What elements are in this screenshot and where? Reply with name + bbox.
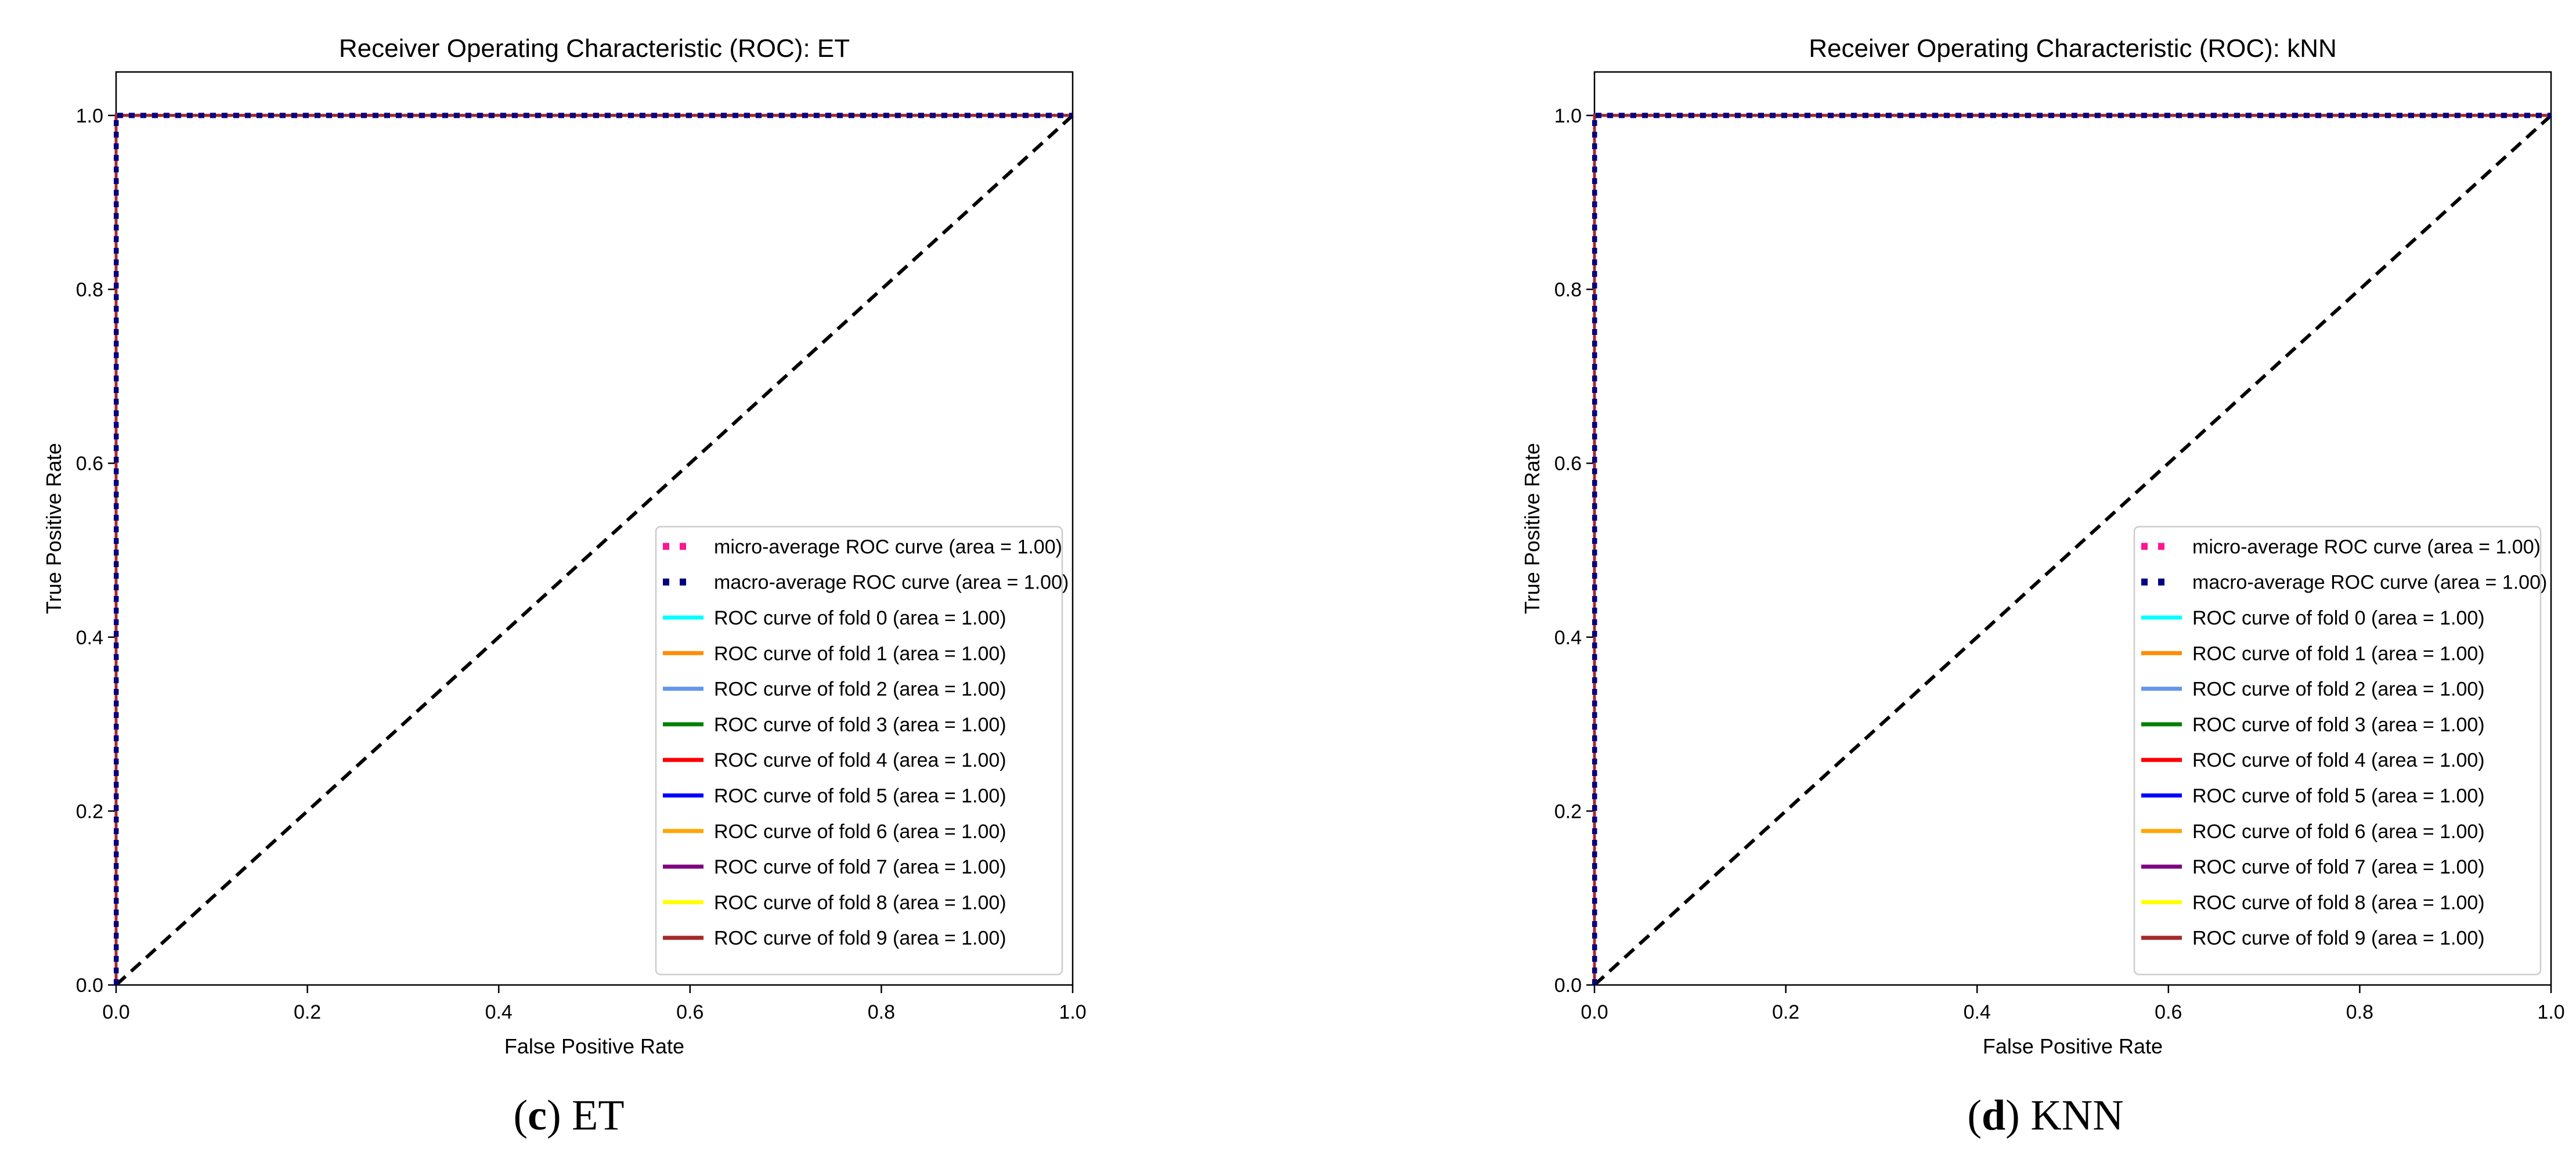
- x-tick-label: 1.0: [1059, 1001, 1086, 1023]
- legend-label: ROC curve of fold 1 (area = 1.00): [2192, 643, 2485, 665]
- y-tick-label: 0.2: [76, 800, 103, 822]
- x-tick-label: 0.0: [1581, 1001, 1608, 1023]
- y-tick-label: 0.6: [1554, 453, 1582, 475]
- legend-box: [2133, 526, 2542, 976]
- y-tick-label: 0.0: [76, 975, 103, 997]
- x-tick-label: 0.2: [1772, 1001, 1799, 1023]
- legend-label: ROC curve of fold 8 (area = 1.00): [2192, 892, 2485, 914]
- legend-label: ROC curve of fold 0 (area = 1.00): [714, 607, 1006, 629]
- caption-text: KNN: [2019, 1092, 2124, 1139]
- legend: micro-average ROC curve (area = 1.00) mac…: [655, 526, 1069, 976]
- y-axis: 0.0 0.2 0.4 0.6 0.8 1.0: [1554, 105, 1594, 997]
- caption-d: (d) KNN: [1967, 1092, 2124, 1139]
- series-group: [114, 113, 1074, 985]
- legend-label: ROC curve of fold 5 (area = 1.00): [714, 785, 1006, 807]
- x-tick-label: 0.4: [1964, 1001, 1991, 1023]
- y-tick-label: 0.0: [1554, 975, 1582, 997]
- series-group: [1592, 113, 2553, 985]
- legend-label: ROC curve of fold 6 (area = 1.00): [2192, 821, 2485, 843]
- legend-label: micro-average ROC curve (area = 1.00): [2192, 536, 2541, 558]
- caption-letter: d: [1982, 1092, 2006, 1139]
- y-tick-label: 0.8: [1554, 279, 1582, 301]
- caption-c: (c) ET: [513, 1092, 625, 1139]
- y-tick-label: 0.8: [76, 279, 103, 301]
- legend-label: ROC curve of fold 3 (area = 1.00): [714, 714, 1006, 736]
- y-tick-label: 0.4: [1554, 627, 1582, 649]
- legend-label: ROC curve of fold 6 (area = 1.00): [714, 821, 1006, 843]
- legend-label: ROC curve of fold 4 (area = 1.00): [2192, 749, 2485, 771]
- caption-letter: c: [528, 1092, 547, 1139]
- legend-label: macro-average ROC curve (area = 1.00): [714, 572, 1069, 594]
- x-axis: 0.0 0.2 0.4 0.6 0.8 1.0: [1581, 985, 2565, 1023]
- y-tick-label: 0.4: [76, 627, 103, 649]
- y-tick-label: 0.6: [76, 453, 103, 475]
- legend-label: ROC curve of fold 1 (area = 1.00): [714, 643, 1006, 665]
- y-axis-label: True Positive Rate: [42, 443, 66, 614]
- legend-label: ROC curve of fold 9 (area = 1.00): [714, 928, 1006, 950]
- roc-chart-0: Receiver Operating Characteristic (ROC):…: [42, 34, 1087, 1058]
- y-axis: 0.0 0.2 0.4 0.6 0.8 1.0: [76, 105, 116, 997]
- y-tick-label: 1.0: [76, 105, 103, 127]
- x-axis-label: False Positive Rate: [504, 1034, 684, 1058]
- caption-text: ET: [561, 1092, 625, 1139]
- y-tick-label: 1.0: [1554, 105, 1582, 127]
- legend-label: ROC curve of fold 5 (area = 1.00): [2192, 785, 2485, 807]
- series-line-11: [1593, 114, 2551, 985]
- legend-label: ROC curve of fold 4 (area = 1.00): [714, 749, 1006, 771]
- legend: micro-average ROC curve (area = 1.00) mac…: [2133, 526, 2547, 976]
- legend-label: ROC curve of fold 8 (area = 1.00): [714, 892, 1006, 914]
- x-tick-label: 0.4: [485, 1001, 513, 1023]
- roc-chart-1: Receiver Operating Characteristic (ROC):…: [1520, 34, 2565, 1058]
- legend-label: ROC curve of fold 7 (area = 1.00): [714, 856, 1006, 878]
- chart-title: Receiver Operating Characteristic (ROC):…: [339, 34, 850, 63]
- chance-line: [114, 114, 1074, 985]
- legend-label: ROC curve of fold 9 (area = 1.00): [2192, 928, 2485, 950]
- legend-label: ROC curve of fold 2 (area = 1.00): [2192, 679, 2485, 701]
- x-tick-label: 0.6: [2155, 1001, 2182, 1023]
- x-tick-label: 1.0: [2537, 1001, 2564, 1023]
- x-tick-label: 0.8: [868, 1001, 895, 1023]
- series-line-11: [114, 114, 1073, 985]
- x-tick-label: 0.0: [102, 1001, 129, 1023]
- legend-box: [655, 526, 1063, 976]
- y-axis-label: True Positive Rate: [1520, 443, 1544, 614]
- x-axis-label: False Positive Rate: [1983, 1034, 2163, 1058]
- x-axis: 0.0 0.2 0.4 0.6 0.8 1.0: [102, 985, 1087, 1023]
- legend-label: ROC curve of fold 7 (area = 1.00): [2192, 856, 2485, 878]
- y-tick-label: 0.2: [1554, 800, 1582, 822]
- chart-title: Receiver Operating Characteristic (ROC):…: [1809, 34, 2337, 63]
- chance-line: [1593, 114, 2553, 985]
- legend-label: ROC curve of fold 2 (area = 1.00): [714, 679, 1006, 701]
- x-tick-label: 0.2: [294, 1001, 321, 1023]
- legend-label: macro-average ROC curve (area = 1.00): [2192, 572, 2547, 594]
- legend-label: ROC curve of fold 3 (area = 1.00): [2192, 714, 2485, 736]
- legend-label: micro-average ROC curve (area = 1.00): [714, 536, 1062, 558]
- x-tick-label: 0.8: [2346, 1001, 2373, 1023]
- legend-label: ROC curve of fold 0 (area = 1.00): [2192, 607, 2485, 629]
- x-tick-label: 0.6: [676, 1001, 703, 1023]
